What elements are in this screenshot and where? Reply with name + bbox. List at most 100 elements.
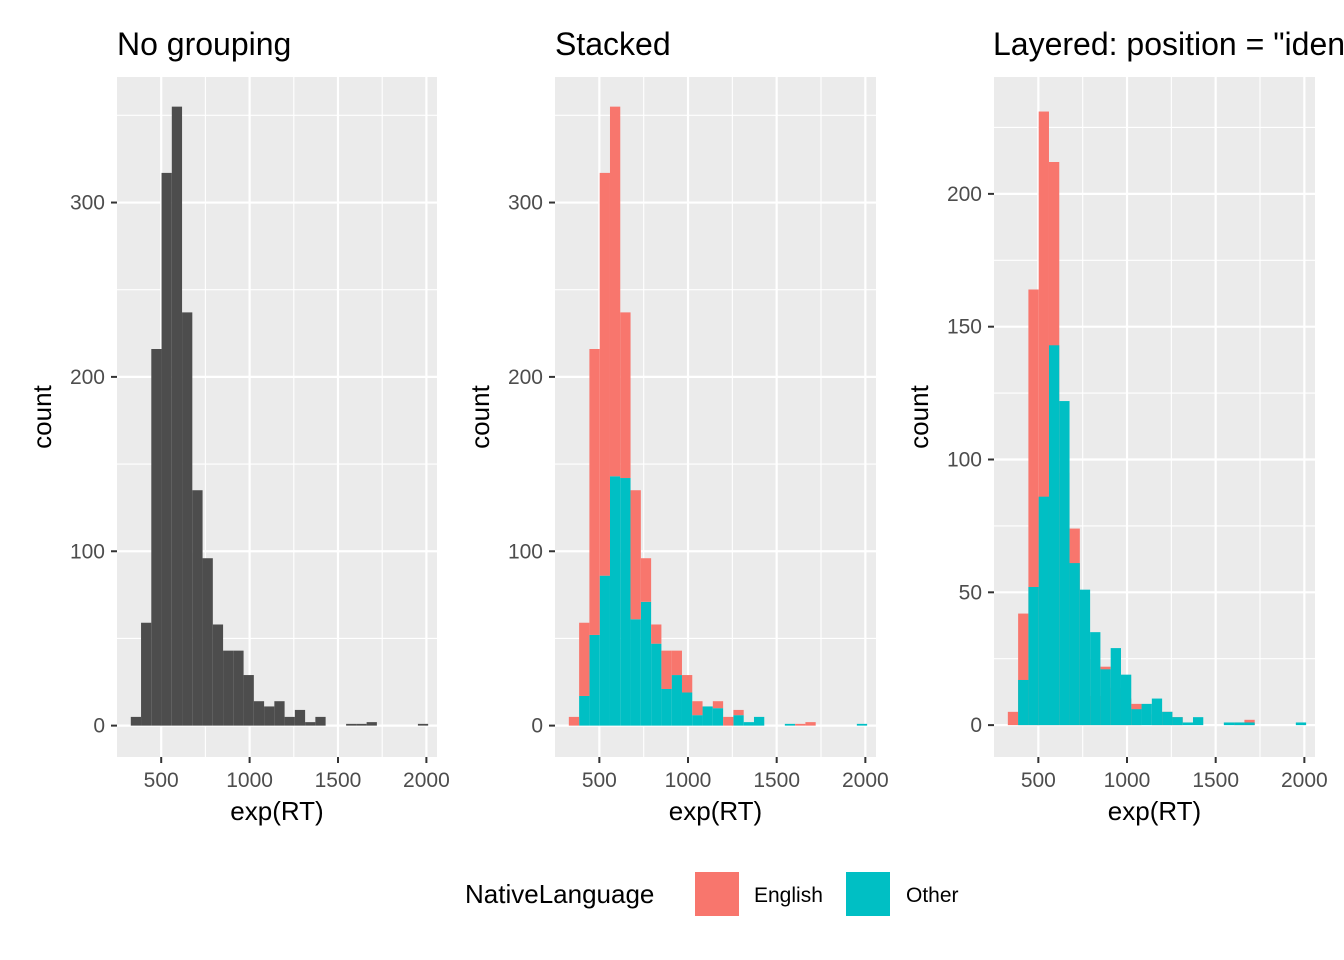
bar-other [1162,711,1173,726]
y-tick-label: 300 [508,192,543,215]
bar-count [192,490,203,726]
legend-label-english: English [754,884,823,907]
x-tick-label: 2000 [842,769,889,792]
bar-count [264,706,275,726]
bar-english [661,650,672,689]
chart-title: No grouping [117,26,291,62]
bar-other [609,476,621,726]
bar-count [356,723,367,726]
bar-other [1100,669,1111,726]
bar-other [1223,722,1235,726]
legend-key-english [695,872,739,916]
bar-count [151,349,162,726]
bar-count [171,106,183,726]
y-tick-label: 100 [947,449,982,472]
y-tick-label: 0 [531,715,543,738]
bar-other [681,692,693,726]
bar-other [1090,632,1101,726]
chart-panel-2: 500 1000 1500 2000 0 100 200 300 exp(RT) count Sta… [465,26,889,826]
bar-english [579,622,590,696]
legend: NativeLanguage English Other [465,872,959,916]
bar-other [733,715,744,726]
x-tick-label: 500 [582,769,617,792]
chart-title: Stacked [555,26,671,62]
bar-other [651,643,662,726]
bar-english [681,675,693,693]
chart-panel-3: 500 1000 1500 2000 0 50 100 150 200 exp(RT) count L… [904,26,1344,826]
bar-count [243,675,254,726]
y-tick-label: 100 [508,540,543,563]
bar-count [366,722,377,726]
bar-other [1120,674,1132,726]
bar-count [161,172,172,726]
x-tick-label: 500 [1021,769,1056,792]
bar-other [1182,722,1193,726]
bar-other [1059,401,1070,726]
bar-english [1038,111,1049,726]
bar-count [253,701,265,726]
x-tick-label: 1500 [315,769,362,792]
x-tick-label: 2000 [403,769,450,792]
x-tick-label: 500 [144,769,179,792]
y-tick-label: 200 [70,366,105,389]
bar-count [417,723,429,726]
bar-other [1018,679,1029,726]
bar-other [1172,717,1183,726]
x-tick-label: 1000 [226,769,273,792]
bar-other [1151,698,1163,726]
bar-count [202,558,213,726]
bar-english [712,701,724,709]
bar-other [1048,345,1060,726]
x-axis-title: exp(RT) [669,796,762,826]
bar-other [712,708,724,726]
y-tick-label: 150 [947,316,982,339]
bar-other [620,478,631,726]
x-tick-label: 1000 [1104,769,1151,792]
legend-label-other: Other [906,884,959,907]
bar-english [630,490,641,620]
bar-other [1141,703,1152,726]
x-tick-label: 1000 [665,769,712,792]
bar-count [130,716,142,726]
y-tick-label: 50 [959,581,982,604]
bar-english [609,106,621,477]
legend-title: NativeLanguage [465,879,654,909]
bar-other [640,601,652,726]
bar-count [305,722,316,726]
bar-other [1079,589,1091,726]
bar-english [620,312,631,479]
bar-count [274,701,285,726]
x-tick-label: 1500 [753,769,800,792]
bar-other [1234,722,1245,726]
y-tick-label: 200 [508,366,543,389]
y-tick-label: 0 [970,714,982,737]
bar-other [1295,722,1307,726]
bar-count [315,716,326,726]
y-tick-label: 0 [93,715,105,738]
bar-other [1110,648,1121,726]
bar-other [753,716,765,726]
bar-other [671,675,682,726]
bar-other [589,634,600,726]
bar-other [661,689,672,726]
bar-other [1131,709,1142,726]
bar-other [1192,717,1204,726]
bar-other [1028,587,1039,726]
bar-other [599,575,610,726]
x-axis-title: exp(RT) [1108,796,1201,826]
bar-other [702,706,713,726]
bar-other [1069,563,1080,726]
bar-other [692,715,703,726]
bar-english [568,716,580,726]
chart-title: Layered: position = "identity" [993,26,1344,62]
y-axis-title: count [27,384,57,448]
bar-count [233,650,244,726]
x-tick-label: 2000 [1281,769,1328,792]
x-axis-title: exp(RT) [230,796,323,826]
y-tick-label: 200 [947,183,982,206]
bar-english [589,349,600,635]
bar-english [805,722,816,726]
x-tick-label: 1500 [1192,769,1239,792]
bar-count [223,650,234,726]
